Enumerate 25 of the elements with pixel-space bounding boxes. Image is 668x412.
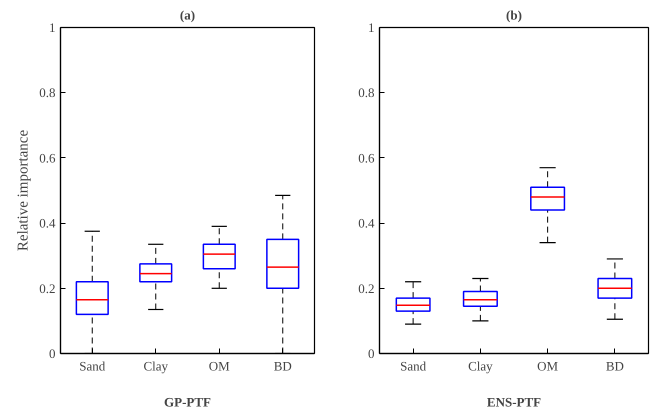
x-axis-title: ENS-PTF bbox=[486, 394, 542, 410]
y-tick-label: 0.6 bbox=[39, 150, 56, 166]
x-tick-label: BD bbox=[606, 358, 624, 374]
x-tick-label: Sand bbox=[79, 358, 106, 374]
y-tick-label: 0.4 bbox=[39, 216, 56, 231]
y-axis-title: Relative importance bbox=[15, 130, 32, 252]
y-tick-label: 0.4 bbox=[358, 216, 375, 231]
y-tick-label: 0 bbox=[368, 346, 374, 361]
x-tick-label: OM bbox=[537, 358, 559, 374]
x-tick-label: Clay bbox=[468, 358, 494, 374]
y-tick-label: 0.8 bbox=[39, 85, 56, 100]
chart-title: (a) bbox=[180, 8, 196, 22]
y-tick-label: 0.2 bbox=[39, 280, 56, 296]
y-tick-label: 0.6 bbox=[358, 150, 375, 166]
y-tick-label: 0.2 bbox=[358, 280, 374, 296]
chart-title: (b) bbox=[506, 8, 522, 22]
x-tick-label: OM bbox=[208, 358, 230, 374]
y-tick-label: 0 bbox=[49, 346, 56, 361]
y-tick-label: 1 bbox=[368, 20, 374, 35]
x-tick-label: BD bbox=[274, 358, 292, 374]
y-tick-label: 0.8 bbox=[358, 85, 374, 100]
x-tick-label: Clay bbox=[143, 358, 169, 374]
x-tick-label: Sand bbox=[400, 358, 427, 374]
x-axis-title: GP-PTF bbox=[164, 394, 212, 410]
y-tick-label: 1 bbox=[49, 20, 56, 35]
